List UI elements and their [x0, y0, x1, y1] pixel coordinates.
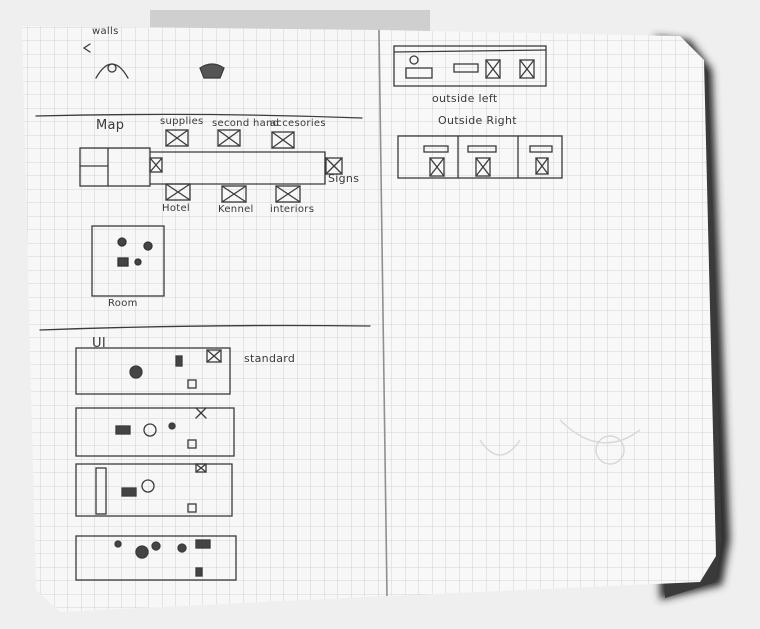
walls-arrow — [82, 43, 91, 53]
ui-panel-2-items — [115, 407, 207, 449]
outside-left-strip — [393, 45, 547, 87]
spine-crease — [378, 29, 388, 597]
walls-lamp-bulb — [107, 63, 117, 73]
outside-right-label: Outside Right — [438, 114, 517, 127]
map-connector-box — [149, 157, 163, 173]
map-room-accesories — [271, 131, 295, 149]
map-room-second-hand — [217, 129, 241, 147]
outside-left-items — [405, 55, 535, 79]
room-label-accesories: accesories — [270, 118, 326, 129]
ui-panel-3-items — [95, 463, 207, 515]
walls-label: walls — [92, 26, 119, 37]
room-sketch-frame — [91, 225, 165, 297]
divider-line-middle — [39, 324, 371, 331]
walls-object-sketch — [199, 63, 225, 79]
map-room-kennel — [221, 185, 247, 203]
ui-panel-4 — [75, 535, 237, 581]
divider-line-top — [35, 113, 363, 119]
ui-panel-3 — [75, 463, 233, 517]
left-page-grid — [22, 26, 388, 612]
room-label-hotel: Hotel — [162, 203, 190, 214]
standard-label: standard — [244, 352, 296, 365]
outside-left-label: outside left — [432, 92, 498, 105]
map-room-hotel — [165, 183, 191, 201]
room-label: Room — [108, 298, 138, 309]
room-label-interiors: interiors — [270, 204, 315, 215]
room-sketch-items — [117, 237, 153, 267]
room-label-second-hand: second hand — [212, 118, 280, 129]
map-corridor — [149, 151, 326, 185]
bleed-through-marks — [479, 419, 641, 465]
outside-left-roofline — [393, 49, 547, 53]
ui-label: UI — [92, 336, 106, 351]
right-page-grid — [378, 30, 716, 596]
ui-panel-1-items — [129, 349, 222, 389]
map-room-supplies — [165, 129, 189, 147]
tape-strip — [150, 10, 430, 32]
ui-panel-2 — [75, 407, 235, 457]
room-label-supplies: supplies — [160, 116, 204, 127]
map-room-interiors — [275, 185, 301, 203]
room-label-kennel: Kennel — [218, 204, 254, 215]
outside-right-strip — [397, 135, 563, 179]
ui-panel-standard — [75, 347, 231, 395]
outside-right-items — [423, 145, 553, 177]
map-signs-box — [325, 157, 343, 175]
signs-label: Signs — [328, 172, 360, 185]
map-label: Map — [96, 118, 125, 133]
ui-panel-4-items — [114, 539, 211, 577]
